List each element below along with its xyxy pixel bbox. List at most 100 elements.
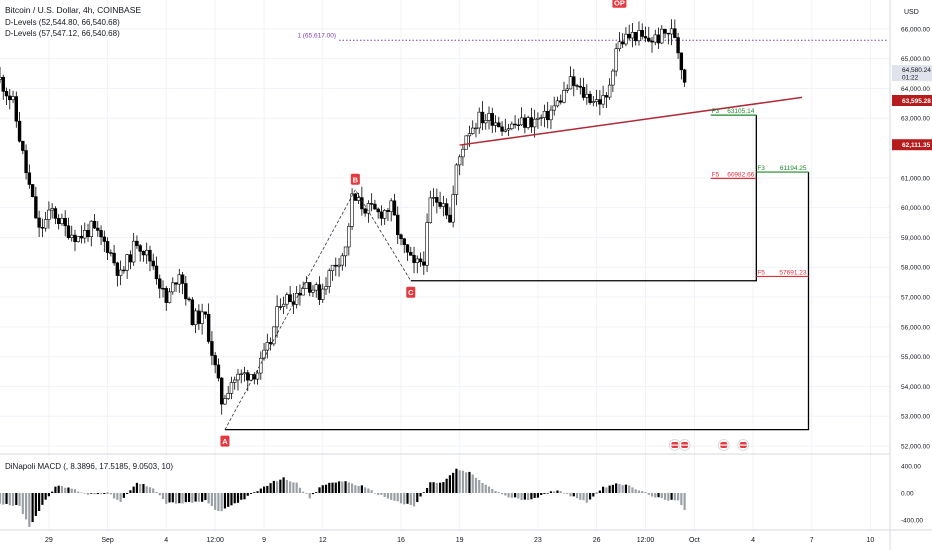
time-tick-label: 23 xyxy=(534,537,542,544)
time-tick-label: 10 xyxy=(867,537,875,544)
candle-down xyxy=(666,32,671,35)
candle-up xyxy=(607,84,612,98)
macd-bar xyxy=(139,484,142,493)
candle-up xyxy=(233,379,237,383)
macd-bar xyxy=(527,493,530,500)
candle-down xyxy=(438,202,442,207)
macd-bar xyxy=(442,482,445,493)
candle-up xyxy=(314,284,318,291)
candle-up xyxy=(255,372,260,380)
candle-up xyxy=(467,133,472,137)
macd-bar xyxy=(491,489,494,493)
candle-down xyxy=(376,208,380,213)
macd-bar xyxy=(321,485,324,493)
macd-bar xyxy=(106,492,109,494)
macd-bar xyxy=(158,493,161,496)
candle-up xyxy=(171,282,175,293)
candle-down xyxy=(141,251,146,256)
macd-bar xyxy=(553,491,556,493)
candle-down xyxy=(497,122,501,128)
price-tick-label: 59,000.00 xyxy=(901,235,930,242)
candle-down xyxy=(418,258,423,263)
price-axis[interactable]: 66,000.00 65,000.00 64,000.00 63,000.00 61,0… xyxy=(901,26,930,524)
macd-bar xyxy=(246,493,249,496)
macd-bar xyxy=(422,492,425,493)
candle-down xyxy=(86,230,90,237)
candle-down xyxy=(190,299,195,326)
macd-bar xyxy=(439,482,442,493)
price-tick-label: 55,000.00 xyxy=(901,354,930,361)
candle-up xyxy=(0,76,2,80)
macd-bar xyxy=(615,483,618,493)
candle-up xyxy=(11,96,15,101)
currency-label[interactable]: USD xyxy=(904,9,919,16)
candle-down xyxy=(115,262,120,276)
candle-down xyxy=(252,374,256,380)
candle-down xyxy=(164,288,168,303)
flag-stripe-icon xyxy=(739,444,747,446)
macd-bar xyxy=(64,487,67,493)
candle-down xyxy=(34,196,38,219)
macd-bar xyxy=(165,493,168,504)
candle-down xyxy=(363,208,367,214)
macd-bar xyxy=(334,482,337,493)
economic-events[interactable] xyxy=(668,439,750,451)
pivot-marker-op xyxy=(612,0,627,8)
macd-bar xyxy=(210,493,214,506)
macd-bar xyxy=(478,480,481,493)
macd-bar xyxy=(631,487,634,493)
dlevels-indicator-2[interactable]: D-Levels (57,547.12, 66,540.68) xyxy=(5,29,120,38)
macd-bar xyxy=(513,493,517,498)
time-axis[interactable]: 29 Sep 4 12:00 9 12 16 19 23 26 12:00 Oct 4 7 10 xyxy=(45,537,874,544)
macd-bar xyxy=(546,493,549,494)
macd-bar xyxy=(364,487,367,493)
time-tick-label: 12:00 xyxy=(637,537,655,544)
macd-bar xyxy=(21,493,24,514)
macd-bar xyxy=(308,493,311,499)
candle-up xyxy=(301,288,305,296)
fib-level-name: F3 xyxy=(757,165,765,172)
macd-bar xyxy=(269,483,272,493)
macd-bar xyxy=(31,493,34,523)
macd-bar xyxy=(602,486,605,493)
macd-bar xyxy=(119,493,122,502)
macd-bar xyxy=(311,493,315,495)
candle-down xyxy=(682,69,687,83)
candle-down xyxy=(513,123,517,126)
fib-level-name: F5 xyxy=(757,269,765,276)
macd-bar xyxy=(654,493,657,498)
candle-up xyxy=(591,101,596,103)
macd-bar xyxy=(77,491,80,493)
candle-down xyxy=(17,120,22,142)
pivot-label-op: OP xyxy=(614,0,625,7)
macd-bar xyxy=(187,493,191,503)
candle-down xyxy=(1,76,5,92)
macd-bar xyxy=(142,483,145,493)
macd-bar xyxy=(214,493,217,510)
candle-up xyxy=(275,306,279,328)
macd-bar xyxy=(680,493,683,506)
candle-up xyxy=(60,218,64,225)
macd-bar xyxy=(360,485,363,493)
macd-bar xyxy=(406,493,409,504)
macd-bar xyxy=(582,493,585,501)
macd-bar xyxy=(618,483,621,493)
candle-up xyxy=(493,122,498,126)
dlevels-indicator-1[interactable]: D-Levels (52,544.80, 66,540.68) xyxy=(5,18,120,27)
candle-down xyxy=(79,235,84,239)
macd-bar xyxy=(634,489,637,493)
macd-bar xyxy=(533,493,536,498)
chart-title[interactable]: Bitcoin / U.S. Dollar, 4h, COINBASE xyxy=(5,5,141,15)
macd-legend[interactable]: DiNapoli MACD (, 8.3896, 17.5185, 9.0503… xyxy=(5,462,173,471)
macd-bar xyxy=(409,493,412,506)
macd-bar xyxy=(73,489,77,493)
macd-bar xyxy=(650,493,654,497)
macd-bar xyxy=(412,493,416,507)
abc-pattern-lines xyxy=(224,188,412,430)
candle-up xyxy=(539,117,543,119)
macd-bar xyxy=(276,481,279,493)
pivot-labels: A B C OP xyxy=(220,0,627,447)
fib-level-price: 57691.23 xyxy=(779,269,806,276)
macd-bar xyxy=(227,493,230,507)
